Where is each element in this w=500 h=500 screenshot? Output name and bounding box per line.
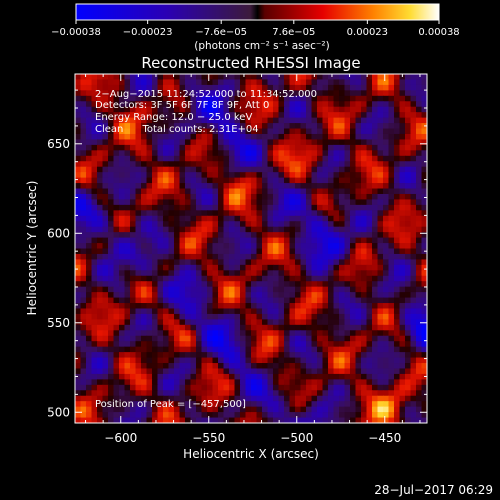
x-axis-ticks <box>85 74 421 423</box>
annotation-detectors: Detectors: 3F 5F 6F 7F 8F 9F, Att 0 <box>95 100 269 111</box>
y-tick-label: 650 <box>47 137 70 151</box>
y-axis-tick-labels: 500 550 600 650 <box>47 137 70 419</box>
colorbar-tick-label: 0.00038 <box>418 27 459 38</box>
annotation-counts: Clean Total counts: 2.31E+04 <box>95 124 259 135</box>
colorbar-tick-label: −0.00038 <box>51 27 101 38</box>
y-axis-ticks <box>75 89 427 413</box>
x-tick-label: −500 <box>280 431 313 445</box>
colorbar-unit-label: (photons cm⁻² s⁻¹ asec⁻²) <box>194 40 329 52</box>
annotation-block: 2−Aug−2015 11:24:52.000 to 11:34:52.000 … <box>95 89 317 135</box>
colorbar <box>75 3 440 21</box>
colorbar-tick-label: −0.00023 <box>123 27 173 38</box>
x-tick-label: −550 <box>192 431 225 445</box>
annotation-time: 2−Aug−2015 11:24:52.000 to 11:34:52.000 <box>95 89 317 100</box>
y-tick-label: 500 <box>47 405 70 419</box>
colorbar-tick-label: −7.6e−05 <box>195 27 247 38</box>
x-tick-label: −600 <box>104 431 137 445</box>
y-tick-label: 600 <box>47 226 70 240</box>
annotation-energy: Energy Range: 12.0 − 25.0 keV <box>95 112 252 123</box>
x-axis-label: Heliocentric X (arcsec) <box>183 447 319 461</box>
x-tick-label: −450 <box>368 431 401 445</box>
timestamp: 28−Jul−2017 06:29 <box>374 483 493 497</box>
plot-frame <box>74 73 428 424</box>
peak-position-label: Position of Peak = [−457,500] <box>95 399 246 410</box>
x-axis-tick-labels: −600 −550 −500 −450 <box>104 431 401 445</box>
y-tick-label: 550 <box>47 316 70 330</box>
heatmap-image <box>75 74 427 423</box>
colorbar-ticks <box>75 20 440 24</box>
colorbar-tick-label: 0.00023 <box>347 27 388 38</box>
y-axis-label: Heliocentric Y (arcsec) <box>25 181 39 316</box>
colorbar-tick-labels: −0.00038 −0.00023 −7.6e−05 7.6e−05 0.00023 0.… <box>51 27 460 38</box>
colorbar-tick-label: 7.6e−05 <box>272 27 315 38</box>
chart-title: Reconstructed RHESSI Image <box>141 54 360 72</box>
